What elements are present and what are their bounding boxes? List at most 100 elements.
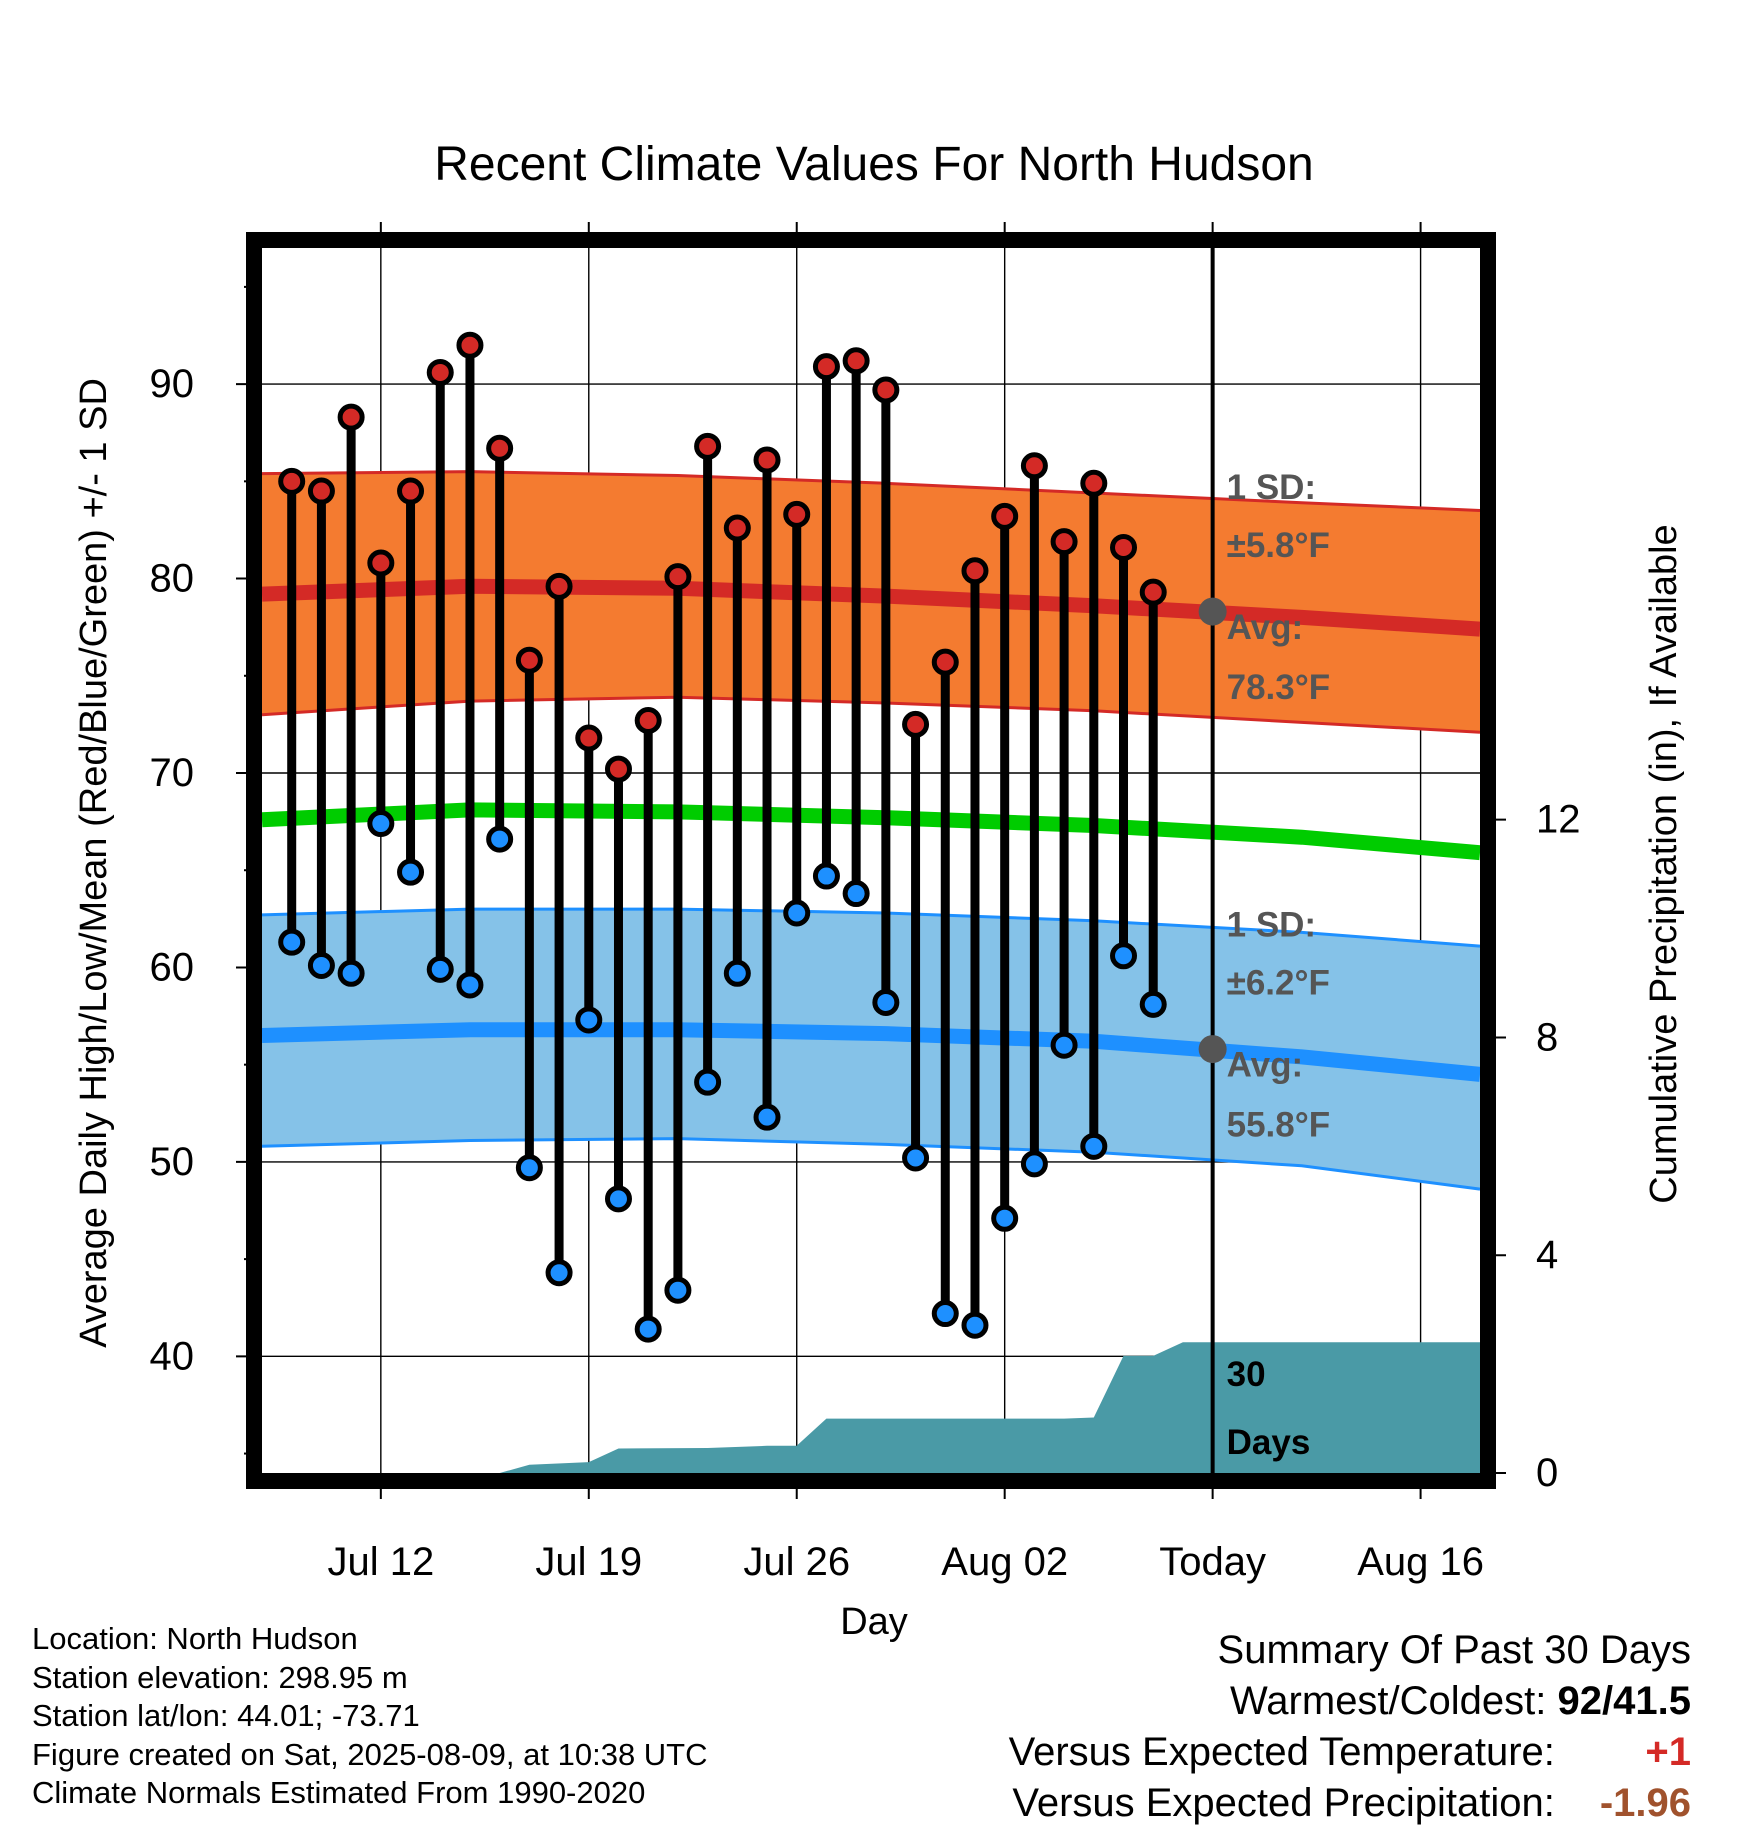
daily-low-point <box>842 880 870 908</box>
latlon-text: Station lat/lon: 44.01; -73.71 <box>32 1698 420 1733</box>
location-text: Location: North Hudson <box>32 1621 358 1656</box>
daily-high-point <box>664 563 692 591</box>
daily-low-point <box>664 1276 692 1304</box>
y-tick-label: 80 <box>150 557 195 601</box>
daily-high-point <box>783 500 811 528</box>
low-avg-value: 55.8°F <box>1227 1106 1331 1145</box>
daily-low-point <box>397 858 425 886</box>
daily-low-point <box>278 928 306 956</box>
daily-high-point <box>456 331 484 359</box>
summary-panel: Summary Of Past 30 Days Warmest/Coldest:… <box>1009 1625 1691 1829</box>
daily-low-point <box>1020 1150 1048 1178</box>
y2-axis-label: Cumulative Precipitation (in), If Availa… <box>1643 524 1685 1203</box>
daily-low-point <box>694 1068 722 1096</box>
high-sd-label: 1 SD: <box>1227 468 1316 507</box>
daily-low-point <box>634 1315 662 1343</box>
daily-high-point <box>278 467 306 495</box>
plot-frame <box>246 232 1496 1489</box>
daily-low-point <box>812 862 840 890</box>
daily-low-point <box>367 810 395 838</box>
daily-high-point <box>872 376 900 404</box>
elevation-text: Station elevation: 298.95 m <box>32 1659 408 1695</box>
daily-high-point <box>694 432 722 460</box>
daily-low-point <box>515 1154 543 1182</box>
x-tick-label: Jul 26 <box>743 1540 850 1584</box>
summary-warmest-row: Warmest/Coldest: 92/41.5 <box>1009 1676 1691 1727</box>
daily-high-point <box>902 710 930 738</box>
daily-high-point <box>604 755 632 783</box>
daily-low-point <box>1110 942 1138 970</box>
daily-low-point <box>872 988 900 1016</box>
low-avg-today-marker <box>1198 1035 1227 1064</box>
y-tick-label: 60 <box>150 945 195 989</box>
daily-low-point <box>961 1311 989 1339</box>
high-sd-value: ±5.8°F <box>1227 526 1330 565</box>
created-text: Figure created on Sat, 2025-08-09, at 10… <box>32 1736 708 1772</box>
daily-low-point <box>1050 1031 1078 1059</box>
y-tick-label: 40 <box>150 1334 195 1378</box>
days-count: 30 <box>1227 1355 1266 1394</box>
y2-tick-label: 0 <box>1536 1451 1558 1495</box>
daily-high-point <box>753 446 781 474</box>
daily-low-point <box>307 952 335 979</box>
daily-low-point <box>723 959 751 987</box>
y2-tick-label: 8 <box>1536 1015 1558 1059</box>
low-sd-band <box>262 909 1480 1190</box>
daily-high-point <box>367 549 395 577</box>
daily-low-point <box>902 1144 930 1172</box>
daily-high-point <box>515 646 543 674</box>
precip-label: Versus Expected Precipitation: <box>1012 1781 1555 1825</box>
daily-high-point <box>1050 528 1078 556</box>
daily-high-point <box>545 572 573 600</box>
daily-high-point <box>961 557 989 585</box>
x-tick-label: Jul 19 <box>535 1540 642 1584</box>
y2-tick-label: 4 <box>1536 1233 1558 1277</box>
axes: 40 50 60 70 80 90 0 4 8 12 Jul 12 Jul 19 Jul 26 Aug 0… <box>150 222 1581 1584</box>
y-tick-label: 70 <box>150 751 195 795</box>
daily-high-point <box>426 358 454 386</box>
daily-low-point <box>1139 990 1167 1018</box>
daily-low-point <box>337 959 365 987</box>
low-sd-band-lower-edge <box>261 1137 1481 1191</box>
daily-low-point <box>545 1259 573 1287</box>
summary-precip-row: Versus Expected Precipitation: -1.96 <box>1009 1778 1691 1829</box>
x-tick-label: Jul 12 <box>327 1540 434 1584</box>
annotations: 1 SD: ±5.8°F Avg: 78.3°F 1 SD: ±6.2°F Avg: 55.8… <box>1198 468 1331 1462</box>
station-info: Location: North Hudson Station elevation… <box>32 1620 708 1813</box>
daily-low-point <box>456 971 484 999</box>
warmest-label: Warmest/Coldest: <box>1230 1679 1547 1723</box>
daily-high-point <box>486 434 514 462</box>
daily-high-point <box>723 514 751 542</box>
days-label: Days <box>1227 1423 1311 1462</box>
daily-high-point <box>1080 469 1108 497</box>
x-axis-label: Day <box>840 1601 908 1643</box>
low-sd-value: ±6.2°F <box>1227 964 1330 1003</box>
temp-value: +1 <box>1645 1730 1691 1774</box>
x-tick-label: Aug 16 <box>1357 1540 1484 1584</box>
high-avg-today-marker <box>1198 597 1227 626</box>
daily-high-point <box>337 403 365 431</box>
daily-low-point <box>931 1300 959 1328</box>
daily-high-point <box>1110 533 1138 561</box>
precipitation-area <box>262 1342 1480 1473</box>
low-normal-line <box>261 1022 1481 1082</box>
daily-high-point <box>812 353 840 381</box>
y-tick-label: 90 <box>150 362 195 406</box>
high-avg-value: 78.3°F <box>1227 668 1331 707</box>
daily-high-point <box>397 477 425 505</box>
daily-high-point <box>931 648 959 676</box>
y2-tick-label: 12 <box>1536 798 1581 842</box>
y-axis-label: Average Daily High/Low/Mean (Red/Blue/Gr… <box>73 378 115 1348</box>
daily-high-point <box>634 707 662 734</box>
daily-low-point <box>753 1103 781 1131</box>
summary-title: Summary Of Past 30 Days <box>1217 1628 1691 1672</box>
daily-high-point <box>1139 578 1167 606</box>
warmest-value: 92/41.5 <box>1557 1679 1691 1723</box>
daily-low-point <box>426 955 454 983</box>
daily-high-point <box>575 724 603 752</box>
daily-high-point <box>307 477 335 505</box>
precip-area <box>262 1342 1480 1473</box>
precip-value: -1.96 <box>1599 1781 1691 1825</box>
x-tick-label: Today <box>1159 1540 1266 1584</box>
